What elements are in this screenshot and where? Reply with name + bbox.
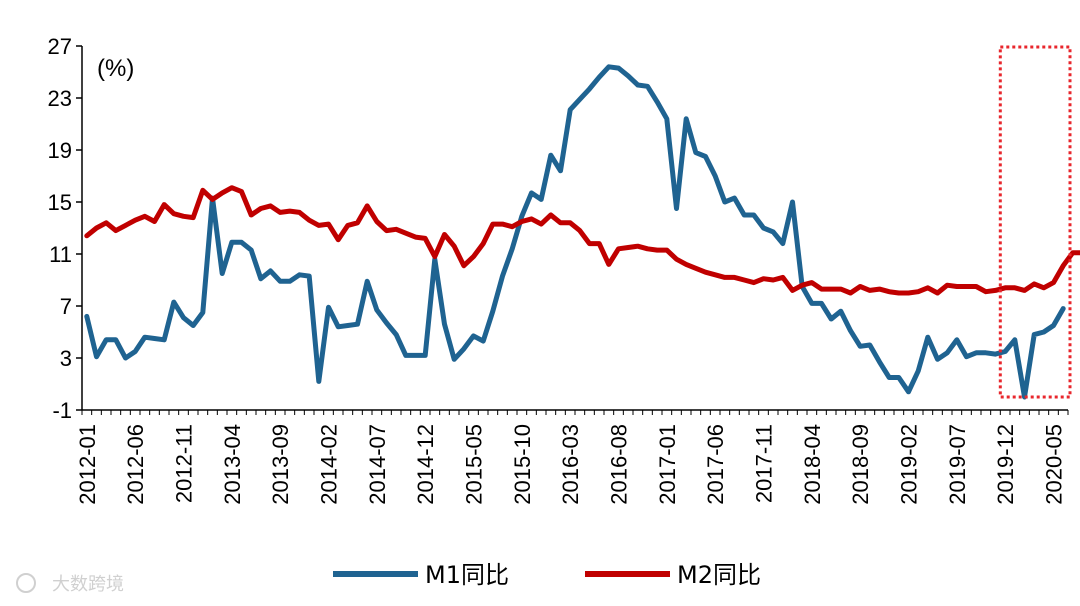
y-tick-label: 23 — [48, 86, 72, 111]
x-tick-label: 2019-02 — [897, 424, 922, 505]
x-tick-label: 2017-01 — [655, 424, 680, 505]
series-lines — [84, 64, 1080, 400]
x-tick-label: 2013-09 — [268, 424, 293, 505]
y-tick-label: -1 — [52, 398, 72, 423]
y-tick-label: 11 — [49, 242, 72, 267]
watermark-text: 大数跨境 — [52, 574, 124, 595]
x-tick-label: 2018-04 — [800, 424, 825, 505]
legend-label-m1: M1同比 — [425, 561, 509, 589]
y-axis: -1 3 7 11 15 19 23 27 — [48, 34, 83, 423]
x-tick-label: 2012-11 — [172, 424, 197, 503]
x-tick-label: 2018-09 — [848, 424, 873, 505]
x-tick-label: 2017-06 — [703, 424, 728, 505]
x-tick-label: 2013-04 — [220, 424, 245, 505]
x-tick-label: 2019-07 — [945, 424, 970, 505]
unit-label: (%) — [97, 55, 134, 82]
x-tick-label: 2015-05 — [462, 424, 487, 505]
y-tick-label: 27 — [48, 34, 72, 59]
watermark: 大数跨境 — [16, 573, 124, 595]
x-tick-label: 2019-12 — [993, 424, 1018, 505]
x-tick-label: 2012-06 — [123, 424, 148, 505]
x-tick-label: 2015-10 — [510, 424, 535, 505]
x-tick-label: 2014-12 — [413, 424, 438, 505]
x-tick-label: 2020-05 — [1042, 424, 1067, 505]
x-tick-label: 2014-07 — [365, 424, 390, 505]
legend: M1同比 M2同比 — [333, 561, 761, 589]
y-tick-label: 15 — [48, 190, 72, 215]
y-tick-label: 3 — [60, 346, 72, 371]
x-tick-label: 2012-01 — [75, 424, 100, 505]
y-tick-label: 7 — [60, 294, 72, 319]
x-axis: 2012-01 2012-06 2012-11 2013-04 2013-09 2014-… — [75, 409, 1069, 505]
series-line-m2 — [84, 185, 1080, 296]
x-tick-label: 2014-02 — [317, 424, 342, 505]
legend-label-m2: M2同比 — [677, 561, 761, 589]
x-tick-label: 2016-03 — [558, 424, 583, 505]
watermark-logo-icon — [16, 573, 36, 593]
y-tick-label: 19 — [48, 138, 72, 163]
series-line-m1 — [84, 64, 1066, 400]
x-tick-label: 2016-08 — [607, 424, 632, 505]
x-tick-label: 2017-11 — [752, 424, 777, 503]
